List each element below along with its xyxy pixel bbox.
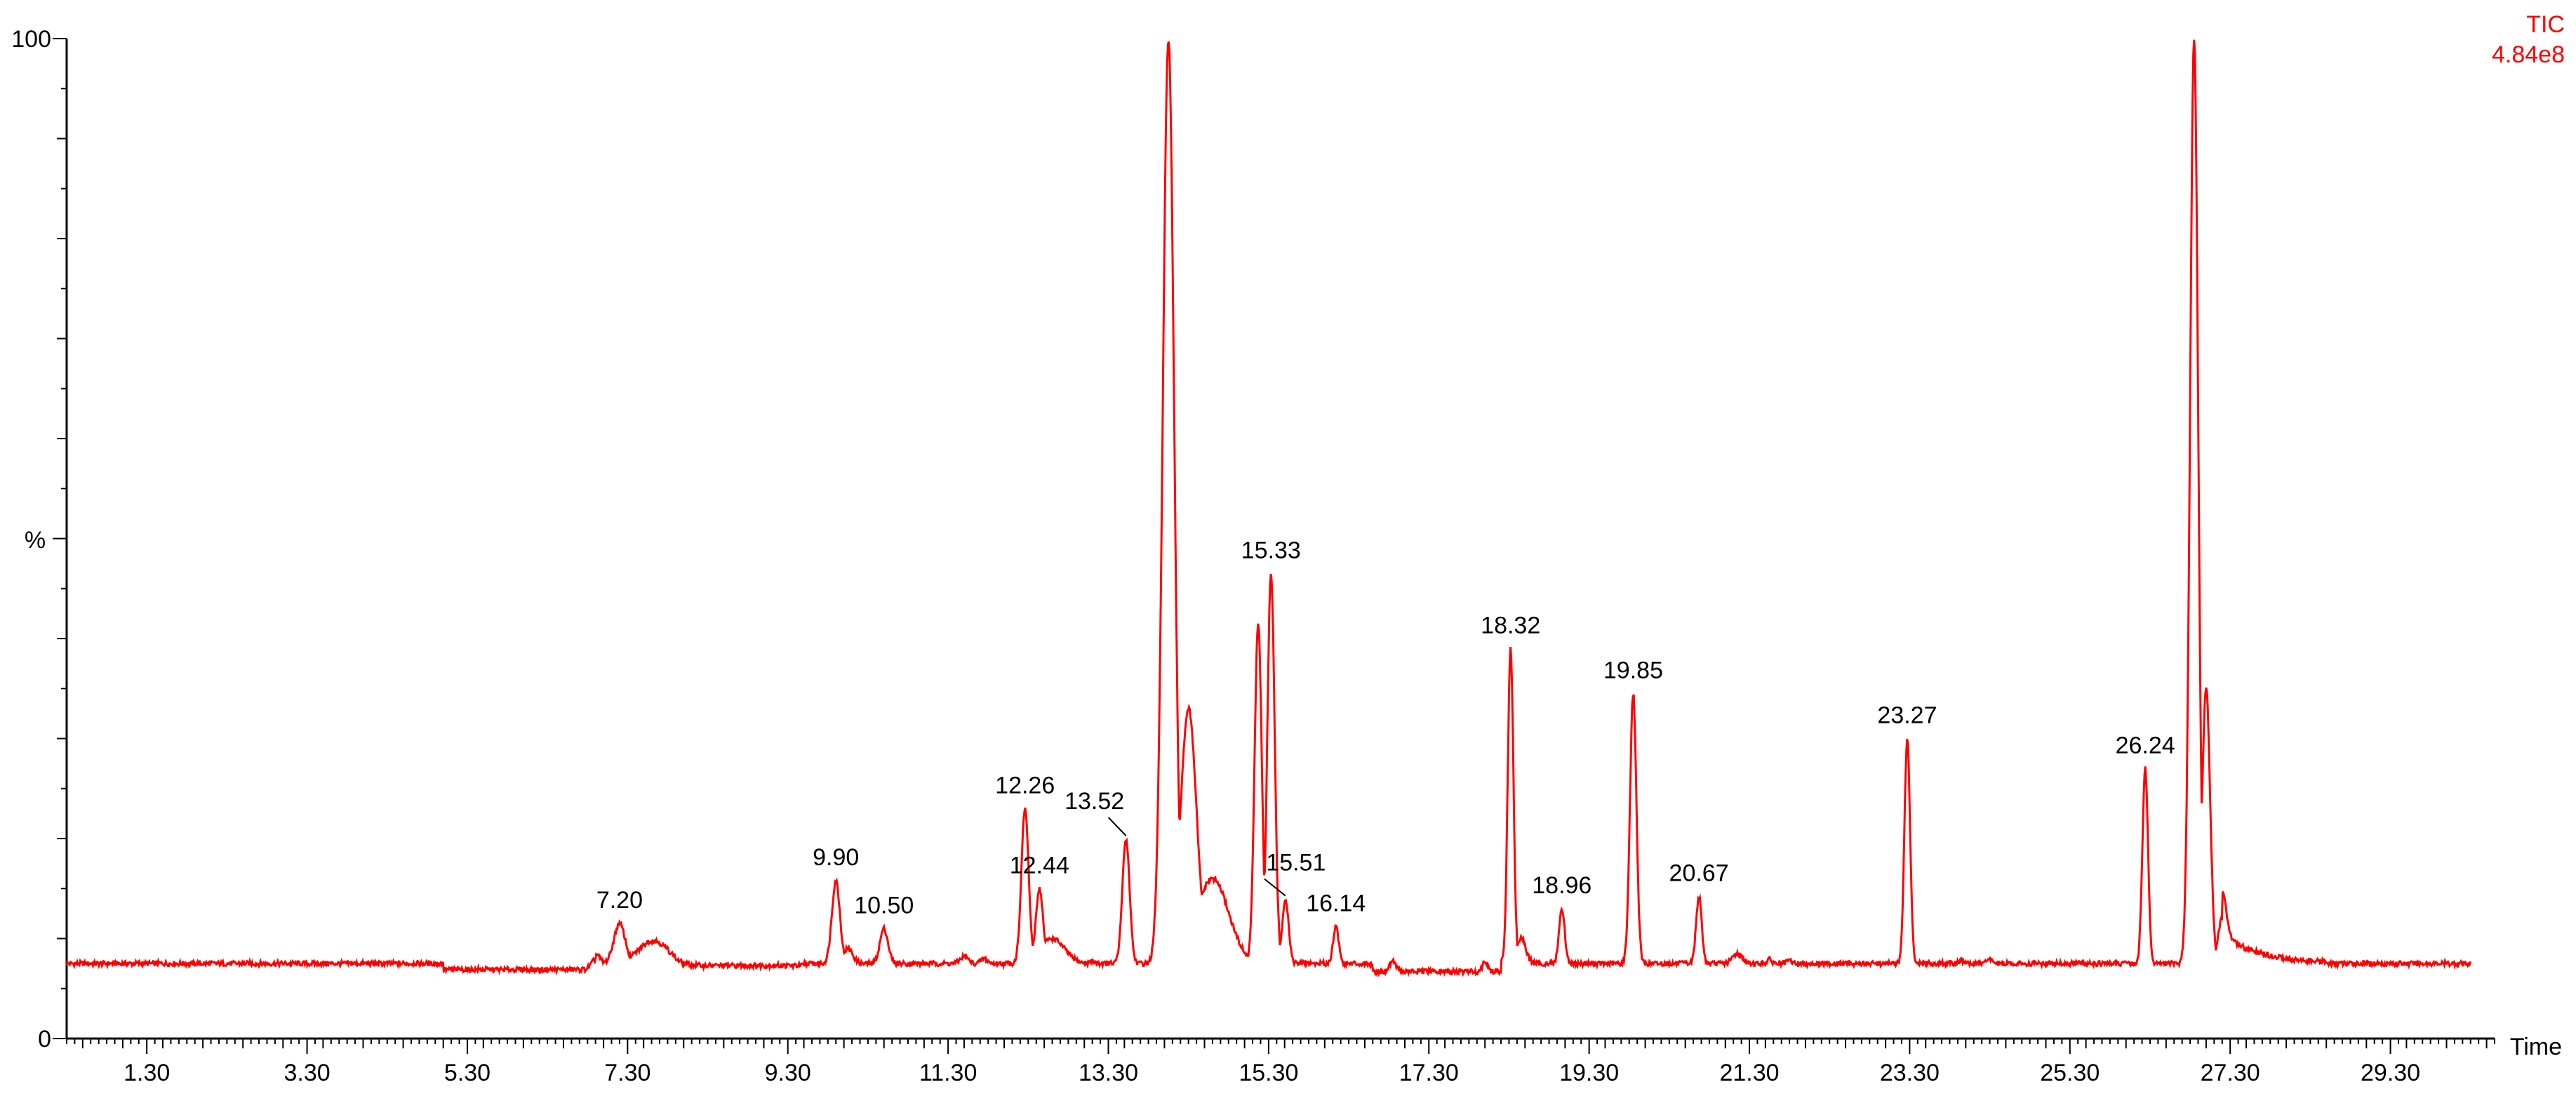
peak-label: 7.20 — [596, 887, 643, 914]
x-tick-label: 5.30 — [444, 1060, 490, 1086]
x-tick-label: 23.30 — [1880, 1060, 1940, 1086]
x-tick-label: 1.30 — [124, 1060, 170, 1086]
peak-label: 18.96 — [1532, 872, 1591, 899]
peak-label: 15.33 — [1241, 537, 1301, 563]
peak-label: 15.51 — [1266, 850, 1326, 876]
peak-label: 12.26 — [995, 772, 1055, 799]
peak-label: 16.14 — [1306, 890, 1366, 916]
x-tick-label: 9.30 — [765, 1060, 811, 1086]
y-axis-label: % — [25, 527, 46, 554]
peak-leader — [1107, 817, 1127, 836]
peak-label: 18.32 — [1481, 612, 1540, 639]
peak-label: 10.50 — [854, 892, 914, 919]
x-tick-label: 15.30 — [1239, 1060, 1298, 1086]
x-tick-label: 27.30 — [2201, 1060, 2260, 1086]
peak-label: 12.44 — [1010, 852, 1069, 879]
peak-label: 13.52 — [1065, 788, 1124, 815]
tic-trace-line — [65, 39, 2472, 978]
x-tick-label: 11.30 — [919, 1060, 977, 1086]
y-tick-label: 0 — [38, 1026, 51, 1053]
peak-label: 20.67 — [1669, 860, 1729, 887]
trace-label-tic: TIC — [2526, 11, 2565, 38]
x-tick-label: 17.30 — [1399, 1060, 1459, 1086]
y-tick-label: 100 — [11, 26, 51, 53]
intensity-label: 4.84e8 — [2492, 41, 2565, 68]
peak-label: 23.27 — [1877, 702, 1937, 729]
axes: 0 100 1.30 3.30 5.30 7.30 9.30 11.30 13.30 15.30 1… — [11, 26, 2495, 1086]
peak-label: 9.90 — [813, 844, 859, 871]
x-tick-label: 7.30 — [604, 1060, 650, 1086]
x-tick-label: 29.30 — [2361, 1060, 2420, 1086]
x-tick-label: 21.30 — [1719, 1060, 1779, 1086]
x-tick-label: 13.30 — [1079, 1060, 1138, 1086]
peak-label: 19.85 — [1603, 657, 1663, 683]
trace-group — [65, 39, 2472, 978]
x-axis-label: Time — [2510, 1034, 2562, 1060]
x-tick-label: 3.30 — [283, 1060, 330, 1086]
x-tick-label: 25.30 — [2040, 1060, 2100, 1086]
x-tick-label: 19.30 — [1559, 1060, 1619, 1086]
peak-label: 26.24 — [2116, 732, 2175, 759]
peak-leader — [1264, 878, 1286, 897]
peak-labels: 7.20 9.90 10.50 12.26 12.44 13.52 15.33 15.51 16… — [596, 537, 2175, 919]
